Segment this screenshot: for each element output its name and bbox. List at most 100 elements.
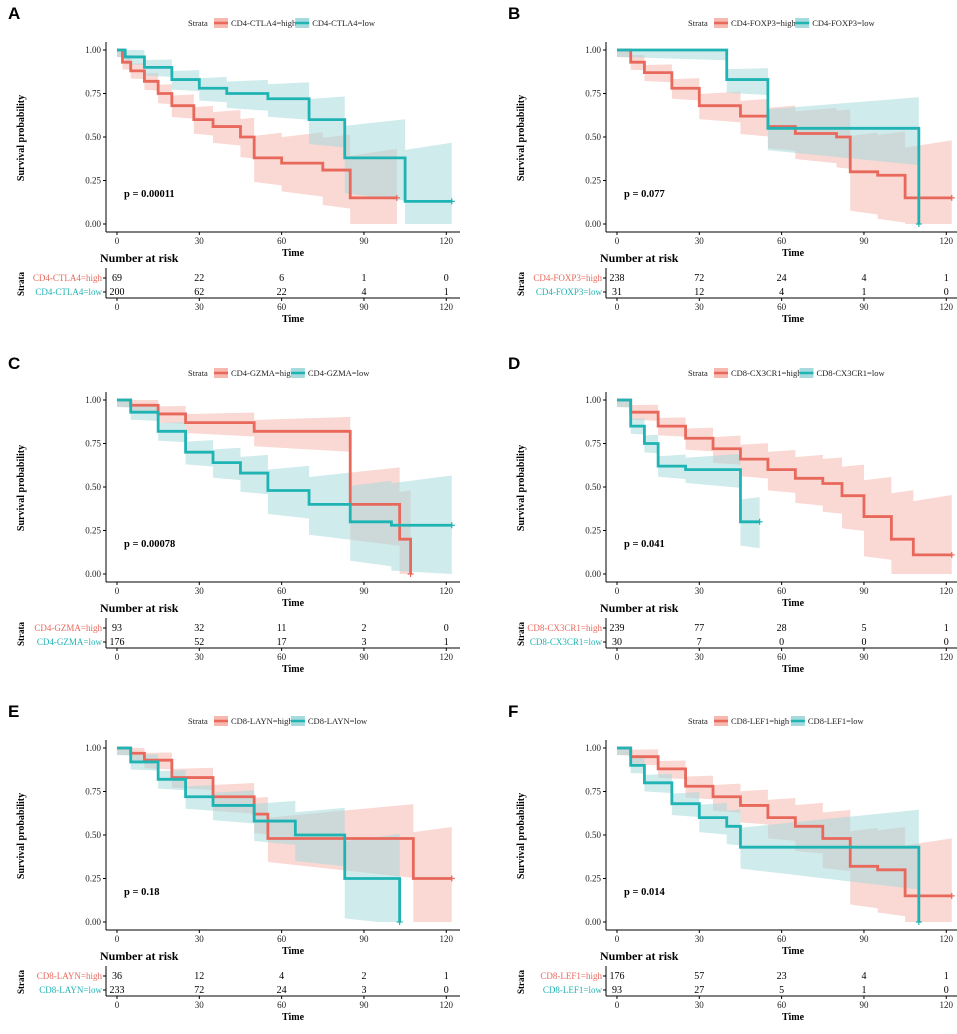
curve-low	[116, 746, 402, 922]
risk-x-tick-label: 30	[195, 302, 205, 312]
risk-value: 23	[777, 971, 787, 982]
risk-x-tick-label: 120	[940, 302, 954, 312]
legend: Strata CD8-LAYN=high CD8-LAYN=low	[188, 716, 368, 726]
x-tick-label: 60	[777, 586, 787, 596]
ribbon-low	[616, 50, 919, 224]
risk-value: 1	[861, 287, 866, 298]
y-tick-label: 0.00	[585, 569, 601, 579]
risk-x-tick-label: 60	[777, 652, 787, 662]
legend-label-low: CD8-CX3CR1=low	[817, 368, 886, 378]
x-tick-label: 90	[859, 586, 869, 596]
risk-value: 233	[109, 985, 124, 996]
legend-label-high: CD4-GZMA=high	[231, 368, 296, 378]
risk-value: 2	[361, 623, 366, 634]
risk-row-label: CD4-FOXP3=high	[533, 273, 602, 283]
x-tick-label: 120	[440, 236, 454, 246]
y-tick-label: 0.00	[85, 219, 101, 229]
y-tick-label: 0.50	[85, 132, 101, 142]
legend: Strata CD8-CX3CR1=high CD8-CX3CR1=low	[688, 368, 885, 378]
x-tick-label: 90	[359, 586, 369, 596]
risk-value: 0	[944, 637, 949, 648]
risk-table-ylabel: Strata	[516, 970, 526, 994]
risk-row-label: CD4-FOXP3=low	[536, 287, 603, 297]
risk-x-tick-label: 30	[195, 652, 205, 662]
p-value: p = 0.041	[624, 539, 665, 550]
y-tick-label: 0.25	[585, 874, 601, 884]
risk-x-axis-label: Time	[282, 314, 305, 325]
x-tick-label: 120	[440, 586, 454, 596]
panel-letter: B	[508, 4, 521, 23]
y-tick-label: 0.75	[85, 439, 101, 449]
x-tick-label: 30	[695, 586, 705, 596]
ribbon-high	[616, 400, 952, 574]
panel-letter: A	[8, 4, 21, 23]
x-tick-label: 30	[195, 236, 205, 246]
legend-title: Strata	[188, 18, 208, 28]
x-tick-label: 0	[615, 586, 620, 596]
x-tick-label: 120	[940, 934, 954, 944]
x-tick-label: 0	[115, 934, 120, 944]
curve-low-censor	[448, 522, 455, 529]
y-tick-label: 0.25	[585, 526, 601, 536]
risk-value: 62	[194, 287, 204, 298]
y-tick-label: 0.75	[85, 787, 101, 797]
risk-value: 0	[861, 637, 866, 648]
ribbon-low	[616, 400, 760, 549]
risk-row-label: CD8-LEF1=low	[543, 985, 603, 995]
x-tick-label: 120	[940, 236, 954, 246]
x-tick-label: 0	[115, 586, 120, 596]
risk-x-tick-label: 30	[195, 1000, 205, 1010]
y-tick-label: 0.75	[85, 89, 101, 99]
risk-value: 1	[444, 287, 449, 298]
legend-label-low: CD4-FOXP3=low	[812, 18, 875, 28]
y-tick-label: 0.00	[585, 219, 601, 229]
legend-label-high: CD4-FOXP3=high	[731, 18, 797, 28]
risk-value: 52	[194, 637, 204, 648]
risk-value: 0	[944, 985, 949, 996]
risk-value: 1	[944, 623, 949, 634]
x-tick-label: 30	[195, 934, 205, 944]
risk-table-ylabel: Strata	[16, 970, 26, 994]
p-value: p = 0.014	[624, 887, 665, 898]
risk-x-tick-label: 60	[777, 1000, 787, 1010]
risk-table-title: Number at risk	[600, 601, 679, 615]
risk-row-label: CD4-GZMA=low	[37, 637, 103, 647]
x-tick-label: 0	[615, 236, 620, 246]
x-tick-label: 60	[777, 934, 787, 944]
y-tick-label: 0.75	[585, 787, 601, 797]
curve-low	[616, 746, 921, 922]
risk-value: 57	[694, 971, 704, 982]
risk-value: 0	[444, 985, 449, 996]
risk-value: 4	[861, 971, 866, 982]
risk-row-label: CD8-CX3CR1=low	[530, 637, 603, 647]
risk-value: 1	[944, 273, 949, 284]
risk-value: 1	[861, 985, 866, 996]
y-tick-label: 1.00	[585, 743, 601, 753]
y-tick-label: 1.00	[85, 395, 101, 405]
curve-low-censor	[915, 221, 922, 227]
risk-value: 5	[779, 985, 784, 996]
risk-value: 4	[361, 287, 366, 298]
risk-value: 27	[694, 985, 704, 996]
km-panel: Strata CD8-LEF1=high CD8-LEF1=low 0.00 0.25 0…	[516, 716, 957, 1023]
ribbon-low	[116, 50, 452, 224]
panel-letter: E	[8, 702, 20, 721]
legend-title: Strata	[688, 18, 708, 28]
risk-table-ylabel: Strata	[16, 272, 26, 296]
curve-high-censor	[407, 571, 414, 577]
risk-x-tick-label: 90	[359, 1000, 369, 1010]
risk-value: 4	[779, 287, 784, 298]
risk-table-title: Number at risk	[100, 251, 179, 265]
risk-x-tick-label: 120	[440, 1000, 454, 1010]
risk-value: 176	[609, 971, 624, 982]
risk-value: 1	[944, 971, 949, 982]
p-value: p = 0.18	[124, 887, 159, 898]
risk-row-label: CD4-GZMA=high	[34, 623, 102, 633]
x-tick-label: 0	[115, 236, 120, 246]
risk-value: 4	[279, 971, 284, 982]
risk-x-tick-label: 120	[940, 1000, 954, 1010]
legend-title: Strata	[688, 368, 708, 378]
risk-value: 93	[112, 623, 122, 634]
y-tick-label: 0.25	[85, 176, 101, 186]
risk-value: 1	[444, 971, 449, 982]
